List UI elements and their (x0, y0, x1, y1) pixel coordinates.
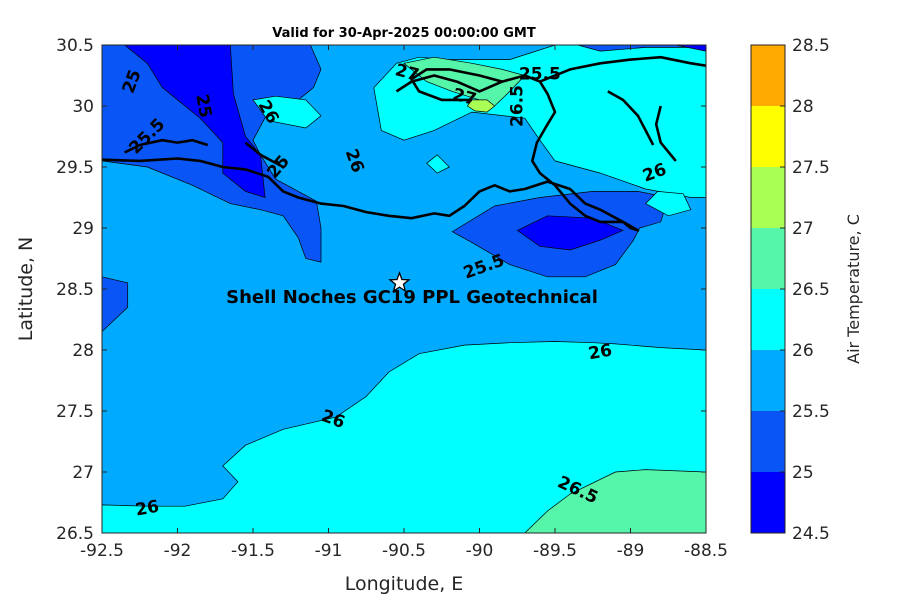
x-tick-label: -90 (466, 541, 494, 561)
y-tick-label: 26.5 (56, 524, 94, 544)
colorbar-tick-label: 28 (792, 97, 814, 117)
colorbar-tick-label: 25 (792, 463, 814, 483)
y-tick-label: 30 (72, 97, 94, 117)
coastline-segment-0 (102, 74, 640, 232)
colorbar-swatch-6 (751, 106, 785, 167)
coastline-segment-2 (124, 138, 209, 154)
site-annotation: Shell Noches GC19 PPL Geotechnical (226, 271, 598, 308)
coastline (102, 55, 706, 232)
contour-band-13 (675, 45, 706, 52)
contour-band-6 (124, 45, 266, 198)
x-axis-label: Longitude, E (345, 573, 464, 595)
contour-band-11 (645, 191, 692, 217)
colorbar-swatch-2 (751, 350, 785, 411)
colorbar-tick-label: 26 (792, 341, 814, 361)
y-tick-label: 30.5 (56, 36, 94, 56)
contour-band-14 (252, 95, 322, 129)
x-tick-label: -92.5 (80, 541, 124, 561)
colorbar: 24.5 25 25.5 26 26.5 27 27.5 28 28.5 (750, 36, 830, 544)
contour-label-15: 26 (134, 497, 161, 521)
chart-title: Valid for 30-Apr-2025 00:00:00 GMT (272, 26, 536, 41)
contour-label-1: 25 (191, 93, 215, 120)
contour-band-1 (102, 341, 706, 533)
site-star-marker (388, 271, 411, 293)
x-axis: -92.5 -92 -91.5 -91 -90.5 -90 -89.5 -89 -88.5 (80, 45, 728, 561)
contour-label-8: 26.5 (507, 85, 527, 127)
colorbar-swatch-1 (751, 411, 785, 472)
coastline-segment-4 (410, 68, 503, 102)
y-tick-label: 28 (72, 341, 94, 361)
colorbar-swatch-3 (751, 289, 785, 350)
coastline-segment-3 (607, 90, 655, 146)
colorbar-tick-label: 27.5 (792, 158, 830, 178)
colorbar-tick-label: 27 (792, 219, 814, 239)
coastline-segment-6 (244, 141, 284, 169)
y-axis: 26.5 27 27.5 28 28.5 29 29.5 30 30.5 (56, 36, 706, 544)
colorbar-swatch-0 (751, 472, 785, 533)
colorbar-tick-label: 24.5 (792, 524, 830, 544)
contour-band-0 (102, 276, 129, 333)
coastline-segment-5 (654, 105, 677, 162)
contour-band-12 (577, 45, 706, 52)
contour-label-12: 26 (587, 341, 614, 365)
x-tick-label: -89.5 (533, 541, 577, 561)
contour-fills (102, 45, 706, 533)
y-tick-label: 27 (72, 463, 94, 483)
y-tick-label: 28.5 (56, 280, 94, 300)
contour-band-2 (524, 469, 706, 533)
x-tick-label: -92 (164, 541, 192, 561)
colorbar-tick-label: 28.5 (792, 36, 830, 56)
y-tick-label: 29.5 (56, 158, 94, 178)
contour-band-4 (516, 215, 624, 251)
x-tick-label: -91.5 (231, 541, 275, 561)
x-tick-label: -90.5 (382, 541, 426, 561)
x-tick-label: -88.5 (684, 541, 728, 561)
site-label: Shell Noches GC19 PPL Geotechnical (226, 287, 598, 308)
contour-band-10 (426, 154, 450, 174)
colorbar-swatch-5 (751, 167, 785, 228)
colorbar-tick-label: 26.5 (792, 280, 830, 300)
colorbar-tick-label: 25.5 (792, 402, 830, 422)
colorbar-label: Air Temperature, C (844, 214, 863, 364)
y-tick-label: 29 (72, 219, 94, 239)
colorbar-swatch-4 (751, 228, 785, 289)
x-tick-label: -89 (617, 541, 645, 561)
contour-label-9: 25.5 (519, 64, 561, 84)
y-tick-label: 27.5 (56, 402, 94, 422)
y-axis-label: Latitude, N (15, 237, 37, 342)
x-tick-label: -91 (315, 541, 343, 561)
coastline-segment-1 (539, 55, 706, 83)
colorbar-swatch-7 (751, 45, 785, 106)
